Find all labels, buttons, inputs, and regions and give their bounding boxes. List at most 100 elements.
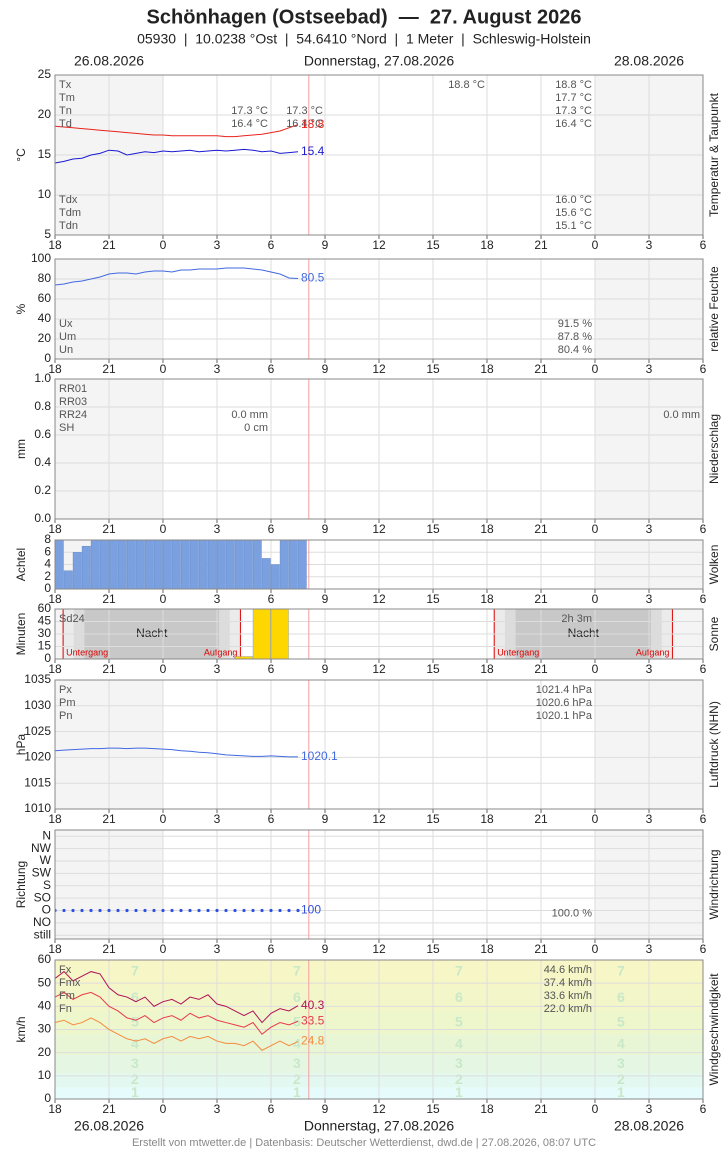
data-line xyxy=(55,970,299,1024)
beaufort-label: 2 xyxy=(131,1071,139,1087)
beaufort-label: 4 xyxy=(131,1035,139,1051)
point xyxy=(278,908,282,913)
point xyxy=(251,908,255,913)
x-tick-label: 12 xyxy=(372,942,386,956)
point xyxy=(134,908,138,913)
footer: Erstellt von mtwetter.de | Datenbasis: D… xyxy=(132,1137,596,1149)
y-tick-label: SW xyxy=(32,866,52,880)
y-tick-label: 0.4 xyxy=(34,455,51,469)
x-tick-label: 0 xyxy=(592,238,599,252)
date-label: 26.08.2026 xyxy=(74,1118,144,1134)
y-tick-label: 20 xyxy=(38,331,52,345)
x-tick-label: 12 xyxy=(372,238,386,252)
x-tick-label: 15 xyxy=(426,522,440,536)
y-axis-label: Richtung xyxy=(14,861,28,908)
stat-value: 18.8 °C xyxy=(555,79,592,91)
x-tick-label: 15 xyxy=(426,942,440,956)
x-tick-label: 0 xyxy=(160,1102,167,1116)
x-tick-label: 6 xyxy=(700,238,707,252)
bar xyxy=(55,540,64,589)
y-axis-label: hPa xyxy=(14,734,28,756)
stat-value: 16.4 °C xyxy=(231,118,268,130)
plot-frame xyxy=(54,74,704,236)
y-tick-label: NW xyxy=(31,841,52,855)
y-tick-label: 60 xyxy=(38,291,52,305)
panel-title: relative Feuchte xyxy=(707,266,721,352)
x-tick-label: 12 xyxy=(372,362,386,376)
stat-label: Fmx xyxy=(59,977,81,989)
x-tick-label: 18 xyxy=(480,592,494,606)
stat-label: Fn xyxy=(59,1003,72,1015)
point xyxy=(269,908,273,913)
x-tick-label: 3 xyxy=(214,362,221,376)
x-tick-label: 15 xyxy=(426,592,440,606)
x-tick-label: 6 xyxy=(268,362,275,376)
x-tick-label: 18 xyxy=(480,662,494,676)
x-tick-label: 9 xyxy=(322,362,329,376)
x-tick-label: 18 xyxy=(48,662,62,676)
y-tick-label: 15 xyxy=(38,147,52,161)
data-line xyxy=(55,148,299,164)
x-tick-label: 21 xyxy=(102,1102,116,1116)
stat-label: Px xyxy=(59,684,72,696)
stat-label: Tn xyxy=(59,105,72,117)
x-tick-label: 9 xyxy=(322,238,329,252)
y-tick-label: 1020 xyxy=(24,750,51,764)
beaufort-label: 3 xyxy=(131,1055,139,1071)
panel-title: Windrichtung xyxy=(707,849,721,919)
x-tick-label: 18 xyxy=(480,812,494,826)
x-tick-label: 6 xyxy=(268,592,275,606)
x-tick-label: 0 xyxy=(592,662,599,676)
y-tick-label: S xyxy=(43,878,51,892)
x-tick-label: 0 xyxy=(160,592,167,606)
stat-label: RR24 xyxy=(59,409,87,421)
y-tick-label: 80 xyxy=(38,271,52,285)
sunset-label: Untergang xyxy=(66,647,108,657)
x-tick-label: 3 xyxy=(646,942,653,956)
x-tick-label: 21 xyxy=(534,238,548,252)
x-tick-label: 12 xyxy=(372,662,386,676)
date-label: 28.08.2026 xyxy=(614,1118,684,1134)
bar xyxy=(162,540,172,589)
x-tick-label: 9 xyxy=(322,662,329,676)
x-tick-label: 0 xyxy=(592,812,599,826)
bar xyxy=(243,540,253,589)
beaufort-label: 1 xyxy=(293,1084,301,1100)
x-tick-label: 18 xyxy=(48,522,62,536)
x-tick-label: 6 xyxy=(268,662,275,676)
y-tick-label: 100 xyxy=(31,251,51,265)
x-tick-label: 6 xyxy=(268,942,275,956)
x-tick-label: 21 xyxy=(534,812,548,826)
bar xyxy=(126,540,136,589)
bar xyxy=(279,540,289,589)
y-tick-label: 5 xyxy=(44,227,51,241)
beaufort-label: 3 xyxy=(293,1055,301,1071)
y-tick-label: 30 xyxy=(38,626,52,640)
y-axis-label: mm xyxy=(14,439,28,459)
bar xyxy=(135,540,145,589)
stat-value: 44.6 km/h xyxy=(544,964,592,976)
stat-label: Pn xyxy=(59,710,72,722)
stat-value: 80.4 % xyxy=(558,344,592,356)
x-tick-label: 15 xyxy=(426,662,440,676)
stat-label: Tdx xyxy=(59,194,78,206)
x-tick-label: 0 xyxy=(592,592,599,606)
stat-label: Um xyxy=(59,331,76,343)
x-tick-label: 6 xyxy=(268,1102,275,1116)
stat-label: Pm xyxy=(59,697,76,709)
share-label: 100.0 % xyxy=(552,907,593,919)
x-tick-label: 9 xyxy=(322,1102,329,1116)
stat-value: 18.8 °C xyxy=(448,79,485,91)
beaufort-label: 2 xyxy=(617,1071,625,1087)
x-tick-label: 18 xyxy=(48,1102,62,1116)
y-tick-label: N xyxy=(42,828,51,842)
point xyxy=(233,908,237,913)
x-tick-label: 3 xyxy=(214,812,221,826)
y-tick-label: still xyxy=(34,927,51,941)
date-label: Donnerstag, 27.08.2026 xyxy=(304,1118,454,1134)
bar xyxy=(117,540,127,589)
bar xyxy=(207,540,217,589)
y-axis-label: km/h xyxy=(14,1016,28,1042)
beaufort-label: 5 xyxy=(617,1013,625,1029)
point xyxy=(80,908,84,913)
